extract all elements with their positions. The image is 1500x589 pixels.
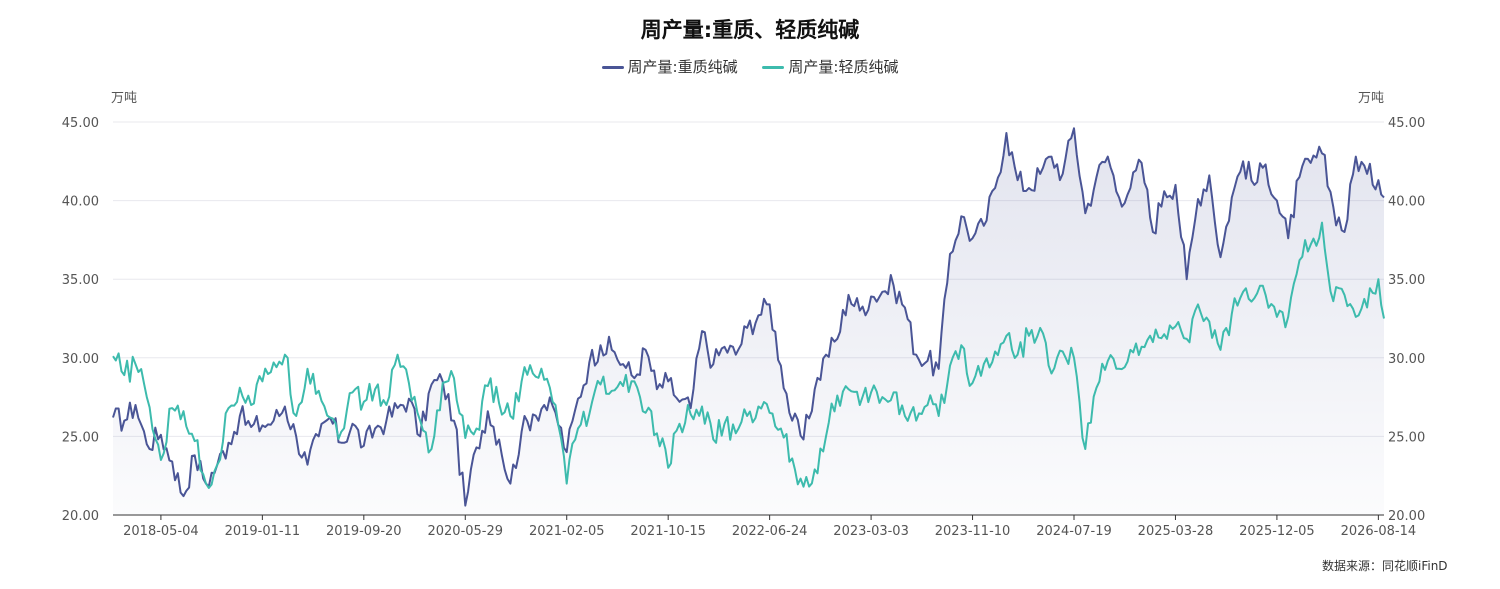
x-tick-label: 2025-12-05 bbox=[1239, 524, 1315, 539]
x-tick-label: 2018-05-04 bbox=[123, 524, 199, 539]
y-tick-label-right: 30.00 bbox=[1388, 352, 1425, 367]
x-tick-label: 2020-05-29 bbox=[427, 524, 503, 539]
y-tick-label-right: 40.00 bbox=[1388, 195, 1425, 210]
y-axis-unit-right: 万吨 bbox=[1358, 91, 1385, 106]
y-tick-label-left: 30.00 bbox=[62, 352, 99, 367]
series-line-light[interactable] bbox=[112, 221, 1385, 489]
data-source-note: 数据来源：同花顺iFinD bbox=[1322, 559, 1448, 573]
y-tick-label-left: 35.00 bbox=[62, 273, 99, 288]
series-lines bbox=[112, 127, 1385, 507]
x-tick-label: 2023-03-03 bbox=[833, 524, 909, 539]
series-line-heavy[interactable] bbox=[112, 127, 1385, 507]
chart-title: 周产量:重质、轻质纯碱 bbox=[640, 18, 860, 42]
y-tick-label-left: 40.00 bbox=[62, 195, 99, 210]
legend-label-heavy: 周产量:重质纯碱 bbox=[627, 58, 738, 76]
y-axis-unit-left: 万吨 bbox=[111, 91, 138, 106]
x-tick-label: 2021-10-15 bbox=[630, 524, 706, 539]
legend-label-light: 周产量:轻质纯碱 bbox=[788, 58, 899, 76]
x-tick-label: 2025-03-28 bbox=[1138, 524, 1214, 539]
x-tick-label: 2022-06-24 bbox=[732, 524, 808, 539]
y-tick-label-left: 45.00 bbox=[62, 116, 99, 131]
x-tick-label: 2019-01-11 bbox=[225, 524, 301, 539]
x-tick-label: 2019-09-20 bbox=[326, 524, 402, 539]
x-tick-label: 2024-07-19 bbox=[1036, 524, 1112, 539]
y-tick-label-right: 20.00 bbox=[1388, 509, 1425, 524]
y-tick-label-right: 45.00 bbox=[1388, 116, 1425, 131]
legend-item-light[interactable]: 周产量:轻质纯碱 bbox=[762, 56, 898, 77]
axes: 20.00 20.00 25.00 25.00 30.00 30.00 35.00 35.00… bbox=[62, 116, 1425, 539]
legend-swatch-heavy bbox=[601, 66, 624, 69]
chart-legend: 周产量:重质纯碱 周产量:轻质纯碱 bbox=[0, 56, 1500, 77]
series-area-heavy bbox=[113, 128, 1384, 516]
area-layer bbox=[113, 128, 1384, 516]
legend-item-heavy[interactable]: 周产量:重质纯碱 bbox=[601, 56, 738, 77]
y-tick-label-left: 20.00 bbox=[62, 509, 99, 524]
y-tick-label-right: 25.00 bbox=[1388, 430, 1425, 445]
legend-swatch-light bbox=[762, 66, 785, 69]
x-tick-label: 2026-08-14 bbox=[1341, 524, 1417, 539]
x-tick-label: 2023-11-10 bbox=[935, 524, 1011, 539]
y-tick-label-left: 25.00 bbox=[62, 430, 99, 445]
x-tick-label: 2021-02-05 bbox=[529, 524, 605, 539]
y-tick-label-right: 35.00 bbox=[1388, 273, 1425, 288]
